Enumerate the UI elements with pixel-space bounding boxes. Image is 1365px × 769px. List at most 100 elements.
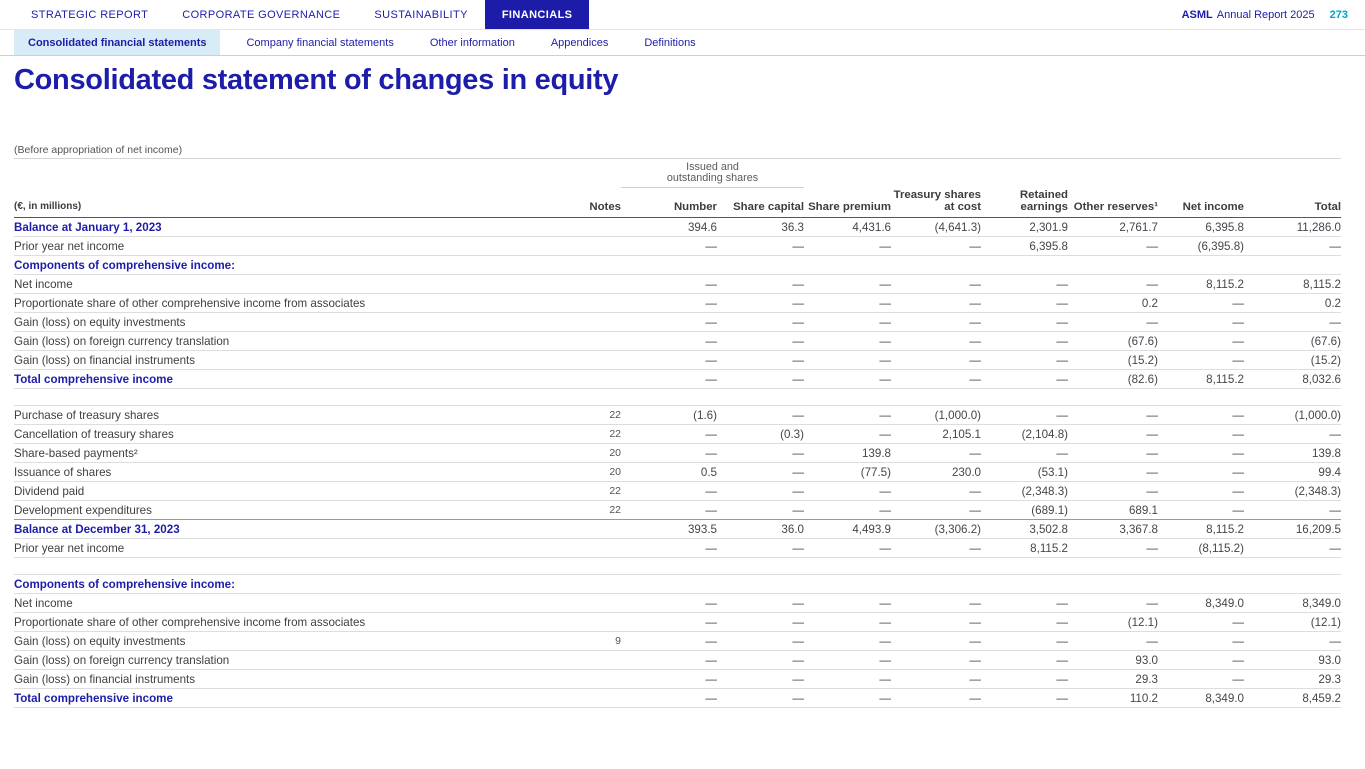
cell-total: (67.6) xyxy=(1244,331,1341,352)
sub-nav-tab[interactable]: Consolidated financial statements xyxy=(14,30,221,55)
cell-share-premium xyxy=(804,255,891,276)
cell-net-income: — xyxy=(1158,293,1244,314)
row-label: Dividend paid xyxy=(14,481,576,502)
cell-number: — xyxy=(621,443,717,464)
cell-share-premium: — xyxy=(804,424,891,445)
sub-navigation: Consolidated financial statements Compan… xyxy=(0,30,1365,56)
cell-net-income: 8,115.2 xyxy=(1158,274,1244,295)
cell-treasury-shares-at-cost xyxy=(891,255,981,276)
cell-retained-earnings: — xyxy=(981,650,1068,671)
column-header-net-income: Net income xyxy=(1158,187,1244,219)
report-title: Annual Report 2025 xyxy=(1216,8,1315,21)
cell-net-income xyxy=(1158,255,1244,276)
table-row: Components of comprehensive income: xyxy=(14,574,1341,595)
table-row: Total comprehensive income — — — — — 110… xyxy=(14,688,1341,709)
cell-net-income: — xyxy=(1158,631,1244,652)
cell-share-capital xyxy=(717,574,804,595)
cell-share-premium: — xyxy=(804,312,891,333)
content: Consolidated statement of changes in equ… xyxy=(0,64,1365,709)
column-header-share-capital: Share capital xyxy=(717,187,804,219)
sub-nav-tab[interactable]: Other information xyxy=(429,36,515,49)
cell-net-income: — xyxy=(1158,424,1244,445)
top-nav-tab[interactable]: STRATEGIC REPORT xyxy=(31,8,149,21)
cell-retained-earnings: (2,104.8) xyxy=(981,424,1068,445)
cell-number: — xyxy=(621,369,717,390)
table-row: Proportionate share of other comprehensi… xyxy=(14,293,1341,314)
table-row: Development expenditures 22 — — — — (689… xyxy=(14,500,1341,521)
top-nav-tab[interactable]: FINANCIALS xyxy=(484,0,590,29)
cell-notes xyxy=(576,574,621,595)
cell-other-reserves xyxy=(1068,574,1158,595)
top-nav-tabs: STRATEGIC REPORT CORPORATE GOVERNANCE SU… xyxy=(14,0,590,29)
row-label: Gain (loss) on financial instruments xyxy=(14,669,576,690)
table-row: Prior year net income — — — — 6,395.8 — … xyxy=(14,236,1341,257)
row-label: Components of comprehensive income: xyxy=(14,574,576,595)
row-label: Total comprehensive income xyxy=(14,688,576,709)
cell-number: — xyxy=(621,650,717,671)
cell-treasury-shares-at-cost: 2,105.1 xyxy=(891,424,981,445)
column-group-issued-outstanding-shares: Issued and outstanding shares xyxy=(621,158,804,188)
subtitle-note: (Before appropriation of net income) xyxy=(14,144,183,156)
cell-share-premium: 139.8 xyxy=(804,443,891,464)
cell-number xyxy=(621,557,717,576)
cell-notes xyxy=(576,557,621,576)
cell-total: 99.4 xyxy=(1244,462,1341,483)
cell-number: — xyxy=(621,500,717,521)
cell-notes xyxy=(576,217,621,238)
cell-total: — xyxy=(1244,236,1341,257)
cell-total: 8,032.6 xyxy=(1244,369,1341,390)
cell-other-reserves: — xyxy=(1068,593,1158,614)
cell-share-premium xyxy=(804,574,891,595)
cell-net-income: — xyxy=(1158,443,1244,464)
cell-net-income: — xyxy=(1158,462,1244,483)
cell-share-capital: 36.3 xyxy=(717,217,804,238)
row-label: Net income xyxy=(14,274,576,295)
row-label xyxy=(14,557,576,576)
table-row: Proportionate share of other comprehensi… xyxy=(14,612,1341,633)
cell-notes xyxy=(576,388,621,407)
cell-total: 0.2 xyxy=(1244,293,1341,314)
report-header: ASML Annual Report 2025 273 xyxy=(1182,0,1365,29)
cell-share-capital: — xyxy=(717,631,804,652)
cell-total: 139.8 xyxy=(1244,443,1341,464)
column-header-total: Total xyxy=(1244,187,1341,219)
row-label: Balance at January 1, 2023 xyxy=(14,217,576,238)
cell-total xyxy=(1244,388,1341,407)
cell-net-income: — xyxy=(1158,481,1244,502)
cell-retained-earnings: — xyxy=(981,293,1068,314)
cell-notes xyxy=(576,255,621,276)
cell-net-income: — xyxy=(1158,500,1244,521)
cell-share-premium: 4,431.6 xyxy=(804,217,891,238)
cell-other-reserves xyxy=(1068,388,1158,407)
cell-share-capital: — xyxy=(717,612,804,633)
cell-share-premium: — xyxy=(804,593,891,614)
cell-treasury-shares-at-cost: — xyxy=(891,274,981,295)
row-label: Prior year net income xyxy=(14,236,576,257)
cell-treasury-shares-at-cost: — xyxy=(891,538,981,559)
table-row: Gain (loss) on foreign currency translat… xyxy=(14,650,1341,671)
cell-notes: 22 xyxy=(576,424,621,445)
row-label: Proportionate share of other comprehensi… xyxy=(14,293,576,314)
cell-number: — xyxy=(621,293,717,314)
cell-other-reserves: — xyxy=(1068,424,1158,445)
page-title: Consolidated statement of changes in equ… xyxy=(14,64,619,96)
cell-total: 16,209.5 xyxy=(1244,519,1341,540)
sub-nav-tab[interactable]: Definitions xyxy=(644,36,696,49)
cell-treasury-shares-at-cost: — xyxy=(891,350,981,371)
top-nav-tab[interactable]: CORPORATE GOVERNANCE xyxy=(182,8,341,21)
cell-treasury-shares-at-cost xyxy=(891,388,981,407)
top-nav-tab[interactable]: SUSTAINABILITY xyxy=(374,8,468,21)
sub-nav-tab[interactable]: Company financial statements xyxy=(246,36,394,49)
sub-nav-tab[interactable]: Appendices xyxy=(550,36,609,49)
cell-retained-earnings: — xyxy=(981,405,1068,426)
cell-retained-earnings: — xyxy=(981,312,1068,333)
cell-number: — xyxy=(621,593,717,614)
cell-other-reserves: — xyxy=(1068,236,1158,257)
cell-notes xyxy=(576,612,621,633)
cell-notes xyxy=(576,331,621,352)
row-label: Gain (loss) on foreign currency translat… xyxy=(14,331,576,352)
cell-share-premium: — xyxy=(804,236,891,257)
cell-share-premium: — xyxy=(804,331,891,352)
cell-other-reserves: (67.6) xyxy=(1068,331,1158,352)
cell-share-capital: — xyxy=(717,500,804,521)
